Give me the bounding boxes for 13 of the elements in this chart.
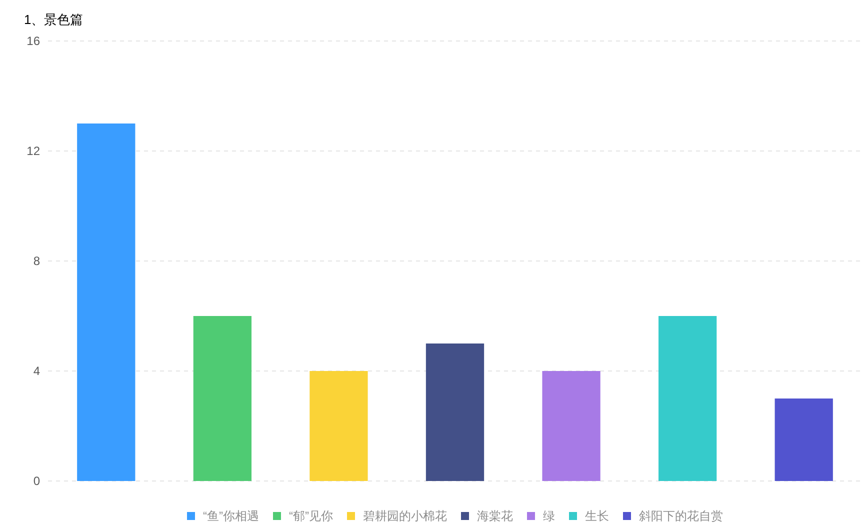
y-tick-label: 16 bbox=[26, 34, 40, 48]
y-tick-label: 4 bbox=[33, 364, 40, 378]
legend-label: 海棠花 bbox=[477, 509, 513, 523]
y-tick-label: 0 bbox=[33, 474, 40, 488]
legend-label: “郁”见你 bbox=[289, 509, 333, 523]
legend-label: 斜阳下的花自赏 bbox=[639, 509, 723, 523]
y-tick-label: 8 bbox=[33, 254, 40, 268]
legend-label: 生长 bbox=[585, 509, 609, 523]
legend-label: 碧耕园的小棉花 bbox=[363, 509, 447, 523]
legend-label: 绿 bbox=[543, 509, 555, 523]
y-tick-label: 12 bbox=[26, 144, 40, 158]
chart-title: 1、景色篇 bbox=[24, 12, 84, 27]
legend-label: “鱼”你相遇 bbox=[203, 509, 259, 523]
